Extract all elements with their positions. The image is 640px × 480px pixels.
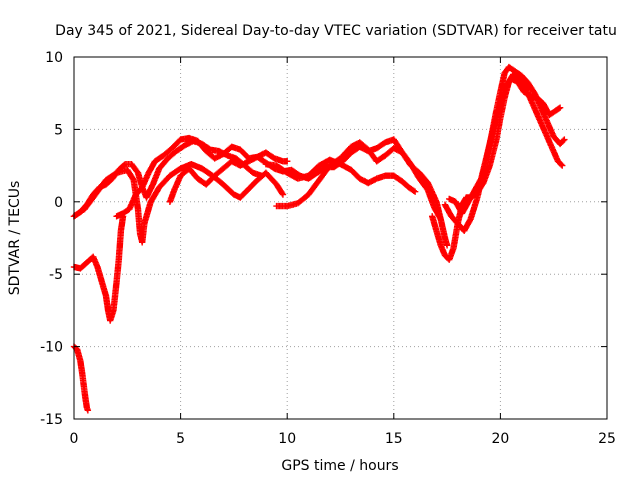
axis-ticks [73,56,608,420]
x-tick-label: 20 [491,431,509,447]
data-point-markers [113,134,291,220]
y-tick-label: 0 [54,195,63,211]
y-tick-label: -5 [49,267,63,283]
x-tick-label: 15 [385,431,403,447]
grid-lines [74,57,607,419]
x-axis-label: GPS time / hours [281,458,398,474]
x-tick-label: 0 [70,431,79,447]
data-point-markers [446,75,564,217]
x-tick-labels: 0 5 10 15 20 25 [70,431,616,447]
y-tick-label: -15 [40,412,63,428]
chart-title: Day 345 of 2021, Sidereal Day-to-day VTE… [55,23,617,39]
series-arc-2 [70,213,127,324]
data-series [70,63,568,414]
plot-frame [73,56,608,420]
y-axis-label: SDTVAR / TECUs [7,181,23,296]
data-point-markers [70,213,127,324]
y-tick-label: 10 [45,50,63,66]
y-tick-label: -10 [40,340,63,356]
series-arc-11 [446,75,564,217]
series-arc-8 [262,156,419,195]
y-tick-label: 5 [54,122,63,138]
x-tick-label: 25 [598,431,616,447]
series-arc-5 [113,134,291,220]
x-tick-label: 5 [176,431,185,447]
data-point-markers [262,156,419,195]
y-tick-labels: -15 -10 -5 0 5 10 [40,50,63,428]
x-tick-label: 10 [278,431,296,447]
